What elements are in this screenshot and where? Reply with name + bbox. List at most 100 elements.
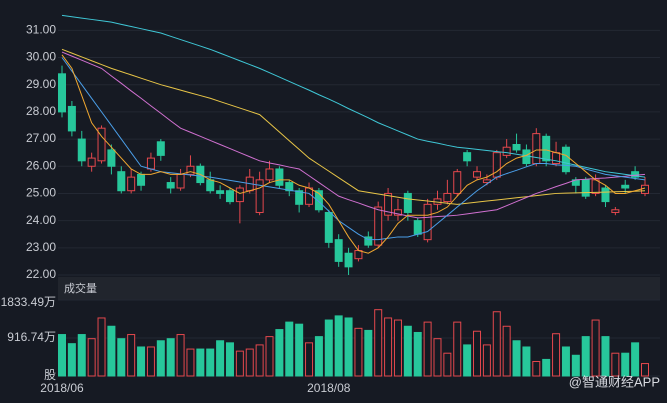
- volume-bar: [443, 352, 452, 377]
- candle-body: [532, 133, 541, 165]
- x-tick-label: 2018/06: [40, 381, 84, 395]
- candle-body: [581, 179, 590, 197]
- volume-bar: [156, 340, 165, 377]
- candle-body: [344, 252, 353, 268]
- candle-body: [324, 211, 333, 243]
- volume-bar: [285, 321, 294, 377]
- candle-body: [265, 168, 274, 181]
- candle-body: [542, 135, 551, 162]
- candle-body: [443, 192, 452, 203]
- candle-body: [156, 141, 165, 156]
- moving-average-line: [61, 48, 646, 205]
- volume-bar: [334, 315, 343, 377]
- volume-bar: [492, 311, 501, 377]
- candle-body: [364, 236, 373, 246]
- volume-bar: [522, 346, 531, 377]
- volume-bar: [482, 344, 491, 377]
- moving-average-line: [61, 51, 646, 219]
- candle-body: [137, 173, 146, 186]
- volume-bar: [275, 329, 284, 377]
- candle-body: [591, 179, 600, 194]
- volume-bar: [127, 334, 136, 377]
- volume-bar: [206, 348, 215, 377]
- volume-bar: [235, 350, 244, 377]
- volume-bar: [314, 336, 323, 377]
- candle-body: [423, 203, 432, 241]
- candle-body: [295, 190, 304, 205]
- volume-bar: [403, 325, 412, 377]
- volume-bar: [463, 344, 472, 377]
- volume-bar: [58, 334, 66, 377]
- candle-body: [621, 184, 630, 189]
- candle-body: [97, 127, 106, 162]
- volume-bar: [601, 336, 610, 377]
- candle-body: [393, 209, 402, 216]
- volume-tick-label: 916.74万: [7, 330, 56, 344]
- y-tick-label: 31.00: [26, 22, 56, 36]
- y-tick-label: 29.00: [26, 77, 56, 91]
- volume-bar: [581, 336, 590, 377]
- moving-average-line: [61, 14, 646, 178]
- candle-body: [166, 182, 175, 189]
- volume-bar: [453, 321, 462, 377]
- volume-bar: [641, 363, 649, 377]
- y-tick-label: 30.00: [26, 50, 56, 64]
- volume-tick-label: 股: [44, 368, 56, 382]
- candle-body: [67, 105, 76, 132]
- volume-bar: [413, 331, 422, 377]
- volume-tick-label: 1833.49万: [1, 295, 56, 309]
- volume-bar: [87, 338, 96, 377]
- candle-body: [285, 182, 294, 192]
- y-tick-label: 26.00: [26, 158, 56, 172]
- volume-bar: [324, 319, 333, 377]
- candle-body: [186, 165, 195, 175]
- volume-bar: [107, 325, 116, 377]
- candle-body: [611, 209, 620, 213]
- candle-body: [146, 157, 155, 170]
- volume-bar: [393, 319, 402, 377]
- candle-body: [314, 190, 323, 211]
- x-tick-label: 2018/08: [307, 381, 351, 395]
- candle-body: [334, 239, 343, 262]
- volume-bar: [265, 336, 274, 377]
- candle-body: [117, 171, 126, 192]
- volume-bar: [512, 340, 521, 377]
- volume-bar: [552, 333, 561, 377]
- candle-body: [473, 171, 482, 178]
- moving-average-line: [61, 54, 646, 254]
- volume-bar: [225, 342, 234, 377]
- y-tick-label: 28.00: [26, 104, 56, 118]
- candle-body: [235, 187, 244, 203]
- candle-body: [384, 192, 393, 216]
- volume-bar: [611, 352, 620, 377]
- volume-bar: [67, 343, 76, 377]
- y-tick-label: 25.00: [26, 186, 56, 200]
- candle-body: [176, 173, 185, 189]
- volume-bar: [196, 348, 205, 377]
- candle-body: [552, 152, 561, 165]
- candle-body: [561, 146, 570, 173]
- candle-body: [225, 190, 234, 203]
- volume-bar: [532, 360, 541, 377]
- volume-bar: [542, 358, 551, 377]
- y-tick-label: 27.00: [26, 131, 56, 145]
- volume-bar: [571, 354, 580, 377]
- candle-body: [354, 250, 363, 260]
- volume-bar: [473, 330, 482, 377]
- volume-bar: [255, 344, 264, 377]
- volume-bar: [591, 319, 600, 377]
- candle-body: [216, 190, 225, 194]
- watermark: @智通财经APP: [569, 374, 660, 389]
- y-tick-label: 24.00: [26, 213, 56, 227]
- volume-bar: [295, 323, 304, 377]
- volume-bar: [186, 348, 195, 377]
- volume-bar: [364, 329, 373, 377]
- volume-bar: [502, 325, 511, 377]
- candle-body: [631, 171, 640, 178]
- volume-bar: [433, 338, 442, 377]
- candle-body: [87, 157, 96, 167]
- volume-header: [58, 277, 660, 300]
- volume-bar: [77, 334, 86, 377]
- candle-body: [502, 146, 511, 156]
